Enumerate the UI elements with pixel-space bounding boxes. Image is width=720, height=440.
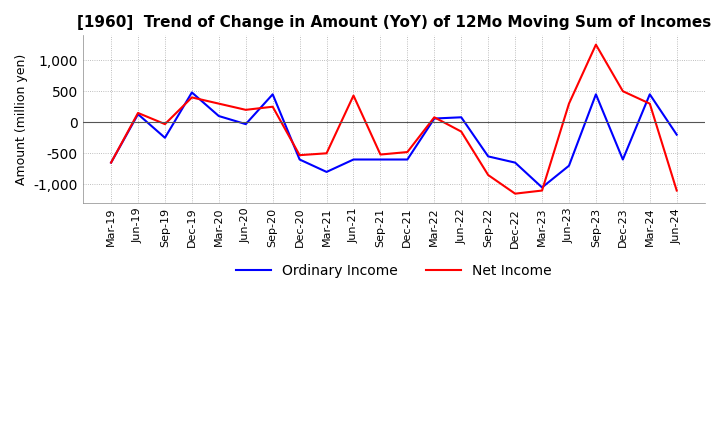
Net Income [457, 129, 466, 134]
Net Income [592, 42, 600, 47]
Ordinary Income [376, 157, 384, 162]
Ordinary Income [403, 157, 412, 162]
Ordinary Income [457, 115, 466, 120]
Ordinary Income [107, 160, 115, 165]
Net Income [323, 150, 331, 156]
Ordinary Income [672, 132, 681, 137]
Ordinary Income [269, 92, 277, 97]
Ordinary Income [645, 92, 654, 97]
Net Income [295, 153, 304, 158]
Net Income [430, 115, 438, 120]
Net Income [107, 160, 115, 165]
Ordinary Income [241, 121, 250, 127]
Ordinary Income [161, 135, 169, 140]
Title: [1960]  Trend of Change in Amount (YoY) of 12Mo Moving Sum of Incomes: [1960] Trend of Change in Amount (YoY) o… [77, 15, 711, 30]
Net Income [241, 107, 250, 113]
Ordinary Income [215, 114, 223, 119]
Net Income [376, 152, 384, 157]
Net Income [510, 191, 519, 196]
Net Income [349, 93, 358, 98]
Net Income [188, 95, 197, 100]
Net Income [161, 121, 169, 127]
Line: Ordinary Income: Ordinary Income [111, 92, 677, 187]
Ordinary Income [188, 90, 197, 95]
Net Income [215, 101, 223, 106]
Ordinary Income [618, 157, 627, 162]
Net Income [538, 188, 546, 193]
Y-axis label: Amount (million yen): Amount (million yen) [15, 54, 28, 185]
Net Income [672, 188, 681, 193]
Ordinary Income [564, 163, 573, 169]
Net Income [645, 101, 654, 106]
Net Income [403, 150, 412, 155]
Ordinary Income [538, 185, 546, 190]
Net Income [134, 110, 143, 116]
Ordinary Income [134, 112, 143, 117]
Ordinary Income [510, 160, 519, 165]
Ordinary Income [592, 92, 600, 97]
Net Income [269, 104, 277, 110]
Legend: Ordinary Income, Net Income: Ordinary Income, Net Income [231, 258, 557, 283]
Net Income [484, 172, 492, 178]
Ordinary Income [484, 154, 492, 159]
Ordinary Income [295, 157, 304, 162]
Ordinary Income [430, 116, 438, 121]
Net Income [618, 88, 627, 94]
Net Income [564, 101, 573, 106]
Ordinary Income [349, 157, 358, 162]
Ordinary Income [323, 169, 331, 175]
Line: Net Income: Net Income [111, 44, 677, 194]
